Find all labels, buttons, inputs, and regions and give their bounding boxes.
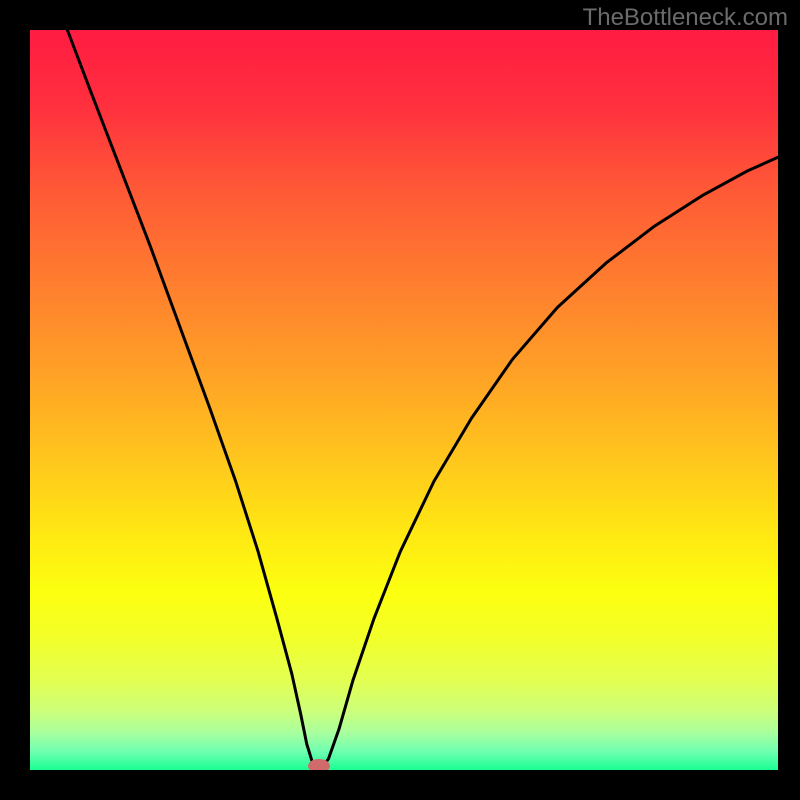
curve-path <box>67 30 778 768</box>
frame-left <box>0 0 30 800</box>
watermark-text: TheBottleneck.com <box>583 4 788 32</box>
frame-bottom <box>0 770 800 800</box>
bottleneck-curve <box>30 30 778 770</box>
plot-area <box>30 30 778 770</box>
minimum-marker <box>308 759 330 770</box>
frame-right <box>778 0 800 800</box>
